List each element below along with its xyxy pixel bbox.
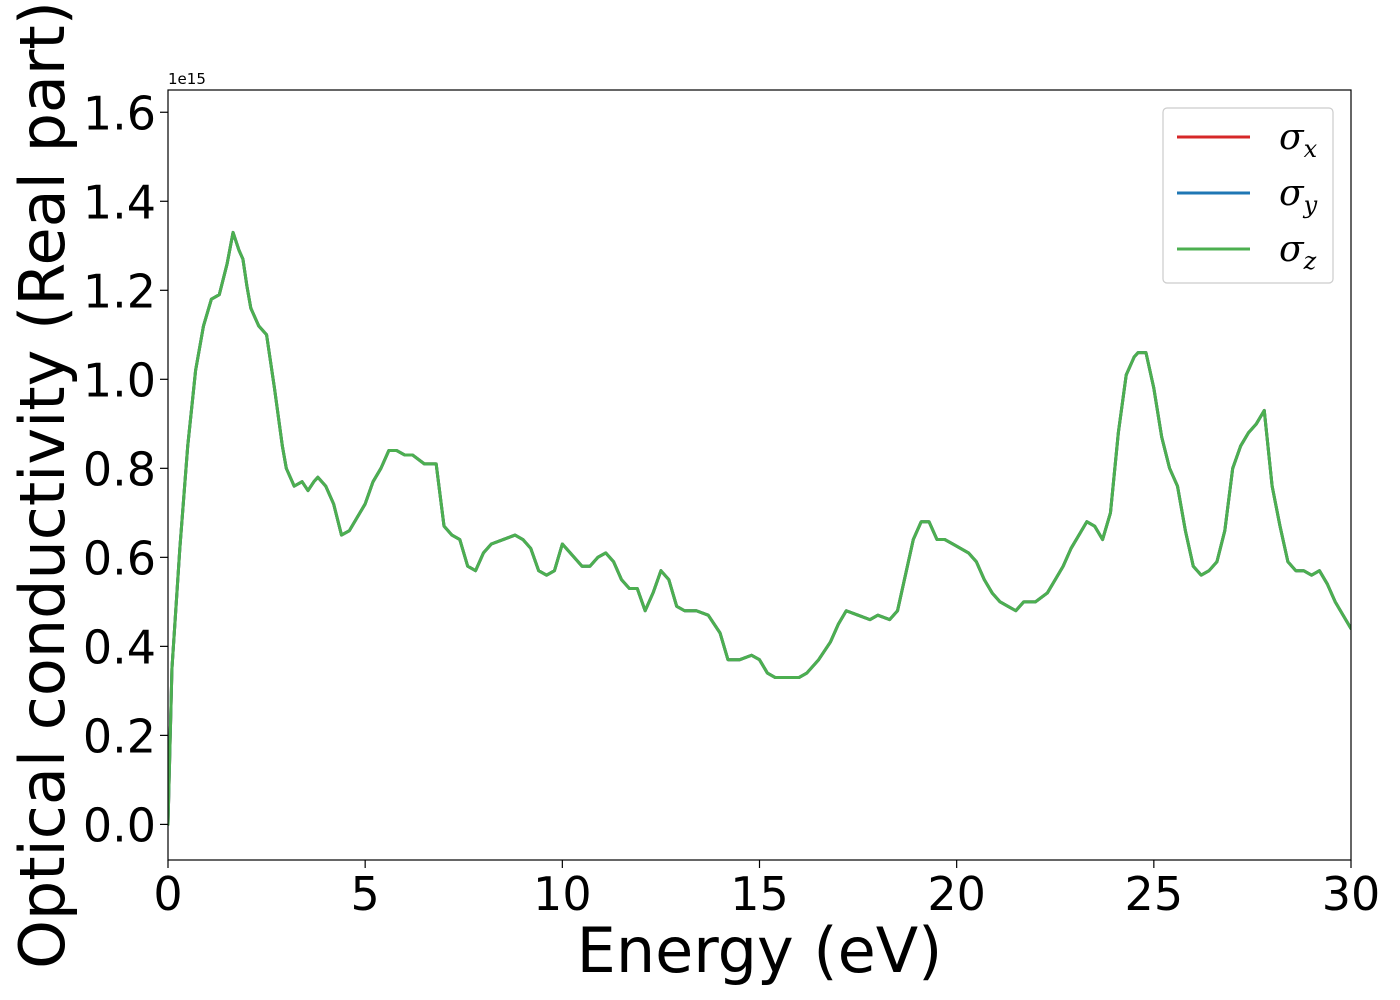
y-axis-label: Optical conductivity (Real part) — [6, 1, 79, 969]
x-tick-label: 15 — [730, 867, 789, 921]
y-tick-label: 1.2 — [83, 264, 156, 318]
x-tick-label: 10 — [533, 867, 592, 921]
legend-label-x: σx — [1279, 117, 1318, 163]
y-tick-label: 1.0 — [83, 353, 156, 407]
y-axis-ticks: 0.0 0.2 0.4 0.6 0.8 1.0 1.2 1.4 1.6 — [83, 86, 168, 852]
y-tick-label: 0.8 — [83, 442, 156, 496]
series-line-y — [168, 230, 1351, 826]
x-tick-label: 0 — [153, 867, 182, 921]
y-tick-label: 0.4 — [83, 620, 156, 674]
y-tick-label: 0.0 — [83, 798, 156, 852]
series-line-x — [168, 230, 1351, 826]
x-tick-label: 25 — [1125, 867, 1184, 921]
y-tick-label: 1.4 — [83, 175, 156, 229]
x-tick-label: 30 — [1322, 867, 1381, 921]
legend: σx σy σz — [1162, 107, 1334, 284]
y-tick-label: 1.6 — [83, 86, 156, 140]
x-tick-label: 20 — [927, 867, 986, 921]
x-axis-ticks: 0 5 10 15 20 25 30 — [153, 860, 1380, 921]
series-layer — [168, 230, 1351, 826]
x-axis-label: Energy (eV) — [577, 914, 943, 987]
y-offset-label: 1e15 — [168, 70, 206, 88]
y-tick-label: 0.2 — [83, 709, 156, 763]
legend-box — [1162, 107, 1334, 284]
series-line-z — [168, 230, 1351, 826]
x-tick-label: 5 — [351, 867, 380, 921]
legend-label-z: σz — [1279, 229, 1317, 275]
legend-label-y: σy — [1279, 173, 1318, 219]
y-tick-label: 0.6 — [83, 531, 156, 585]
